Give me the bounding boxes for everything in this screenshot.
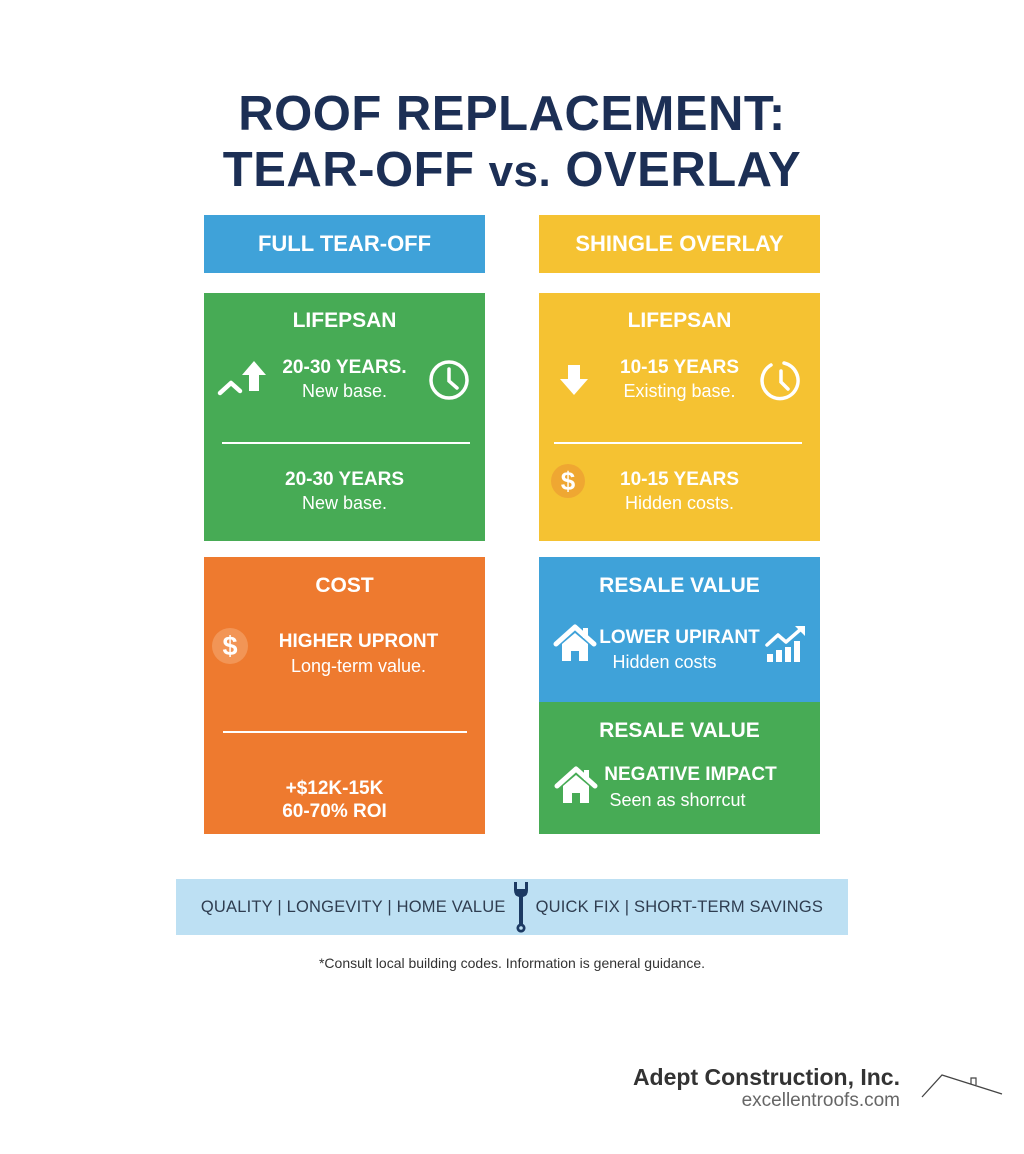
- resale-note: Hidden costs: [612, 652, 717, 672]
- down-arrow-icon: [560, 365, 588, 395]
- card-tearoff-cost: COST $ HIGHER UPRONT Long-term value. +$…: [204, 557, 485, 834]
- lifespan-years-2: 10-15 YEARS: [620, 469, 739, 490]
- page-title-line-2: TEAR-OFF vs. OVERLAY: [0, 142, 1024, 200]
- clock-icon: [429, 360, 469, 400]
- dollar-icon: $: [551, 464, 585, 498]
- resale-impact: NEGATIVE IMPACT: [604, 764, 777, 785]
- cost-roi: 60-70% ROI: [282, 801, 387, 822]
- house-icon: [553, 624, 597, 661]
- divider: [554, 442, 802, 444]
- summary-bar: QUALITY | LONGEVITY | HOME VALUE QUICK F…: [176, 879, 848, 935]
- lifespan-years-2: 20-30 YEARS: [285, 469, 404, 490]
- lifespan-years: 20-30 YEARS.: [282, 357, 407, 378]
- disclaimer: *Consult local building codes. Informati…: [318, 955, 705, 971]
- house-icon: [554, 766, 598, 803]
- card-overlay-resale-1: RESALE VALUE LOWER UPIRANT Hidden costs: [539, 557, 820, 702]
- resale-level: LOWER UPIRANT: [599, 627, 760, 648]
- svg-text:$: $: [222, 631, 237, 661]
- overlay-benefits: QUICK FIX | SHORT-TERM SAVINGS: [535, 897, 824, 916]
- roof-logo-icon: [921, 1074, 1003, 1098]
- card-heading: RESALE VALUE: [599, 719, 760, 742]
- card-heading: RESALE VALUE: [599, 574, 760, 597]
- page-title-line-1: ROOF REPLACEMENT:: [238, 87, 786, 141]
- title-overlay: OVERLAY: [551, 143, 802, 197]
- tearoff-benefits: QUALITY | LONGEVITY | HOME VALUE: [200, 897, 506, 916]
- card-heading: LIFEPSAN: [292, 309, 397, 332]
- brand-url: excellentroofs.com: [741, 1090, 900, 1111]
- cost-note: Long-term value.: [290, 656, 427, 676]
- title-vs: vs.: [488, 147, 552, 196]
- card-overlay-lifespan: LIFEPSAN 10-15 YEARS Existing base. $ 10…: [539, 293, 820, 541]
- divider: [223, 731, 467, 733]
- column-header-overlay: SHINGLE OVERLAY: [539, 215, 820, 273]
- lifespan-note: New base.: [301, 381, 388, 401]
- clock-icon: [760, 361, 800, 401]
- wrench-icon: [513, 882, 528, 933]
- cost-level: HIGHER UPRONT: [278, 631, 439, 652]
- resale-note: Seen as shorrcut: [609, 790, 746, 810]
- trend-up-arrow-icon: [217, 361, 266, 396]
- card-heading: COST: [315, 574, 374, 597]
- lifespan-note-2: Hidden costs.: [624, 493, 735, 513]
- dollar-icon: $: [212, 628, 248, 664]
- cost-added-value: +$12K-15K: [285, 778, 384, 799]
- column-header-tearoff: FULL TEAR-OFF: [204, 215, 485, 273]
- lifespan-note-2: New base.: [301, 493, 388, 513]
- title-tearoff: TEAR-OFF: [222, 143, 489, 197]
- brand-name: Adept Construction, Inc.: [632, 1064, 900, 1090]
- lifespan-note: Existing base.: [623, 381, 736, 401]
- card-overlay-resale-2: RESALE VALUE NEGATIVE IMPACT Seen as sho…: [539, 702, 820, 834]
- bar-chart-growth-icon: [765, 626, 805, 662]
- lifespan-years: 10-15 YEARS: [620, 357, 739, 378]
- divider: [222, 442, 470, 444]
- card-heading: LIFEPSAN: [627, 309, 732, 332]
- svg-text:$: $: [561, 466, 576, 496]
- card-tearoff-lifespan: LIFEPSAN 20-30 YEARS. New base. 20-30 YE…: [204, 293, 485, 541]
